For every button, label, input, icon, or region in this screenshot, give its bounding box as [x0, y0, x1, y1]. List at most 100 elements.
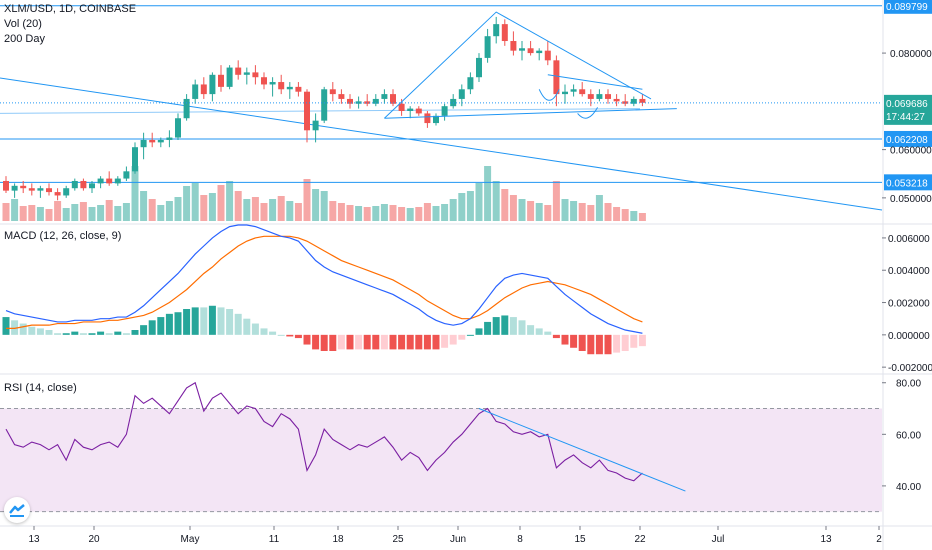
- rsi-line: [5, 381, 643, 482]
- macd-histogram-bar: [165, 313, 173, 335]
- macd-histogram-bar: [148, 320, 156, 335]
- volume-bar: [243, 199, 251, 221]
- volume-bar: [88, 207, 96, 221]
- candle-body: [355, 101, 362, 104]
- macd-histogram-bar: [570, 334, 578, 348]
- wedge-drawing: [384, 11, 652, 119]
- volume-bar: [415, 207, 423, 221]
- candle-body: [286, 86, 293, 90]
- volume-bar: [501, 189, 509, 221]
- macd-histogram-bar: [11, 320, 19, 335]
- level-price-tag: [884, 174, 932, 191]
- rsi-title[interactable]: RSI (14, close): [4, 382, 77, 394]
- volume-bar: [441, 204, 449, 221]
- candle-body: [149, 139, 156, 143]
- time-tick-label: 2: [876, 534, 882, 545]
- macd-tick-label: 0.002000: [888, 299, 930, 310]
- macd-histogram-bar: [449, 334, 457, 345]
- candle-body: [622, 101, 629, 104]
- volume-bar: [621, 209, 629, 221]
- candle-body: [613, 98, 620, 102]
- macd-title[interactable]: MACD (12, 26, close, 9): [4, 230, 122, 242]
- macd-histogram-bar: [501, 315, 509, 335]
- macd-histogram-bar: [62, 333, 70, 335]
- level-price-tag: [884, 0, 932, 14]
- volume-bar: [165, 201, 173, 221]
- volume-bar: [398, 207, 406, 221]
- macd-histogram-bar: [492, 317, 500, 335]
- candle-body: [458, 89, 465, 99]
- macd-histogram-bar: [157, 317, 165, 335]
- candle-body: [140, 139, 147, 148]
- candle-body: [338, 94, 345, 99]
- macd-histogram-bar: [277, 334, 285, 336]
- time-tick-label: Jul: [712, 534, 725, 545]
- volume-bar: [527, 201, 535, 221]
- candle-body: [295, 86, 302, 92]
- macd-histogram-bar: [389, 334, 397, 350]
- time-tick-label: 18: [332, 534, 344, 545]
- volume-bar: [183, 186, 191, 221]
- volume-bar: [561, 199, 569, 221]
- macd-histogram-bar: [535, 328, 543, 335]
- candle-body: [544, 50, 551, 61]
- volume-bar: [251, 197, 259, 221]
- candle-body: [424, 113, 431, 124]
- macd-histogram-bar: [140, 325, 148, 335]
- candle-body: [3, 180, 9, 191]
- rsi-tick-label: 80.00: [896, 379, 921, 390]
- candle-body: [54, 192, 61, 196]
- macd-histogram-bar: [561, 334, 569, 345]
- macd-histogram-bar: [466, 334, 474, 336]
- macd-histogram-bar: [518, 320, 526, 335]
- candle-body: [209, 74, 216, 95]
- volume-bar: [544, 205, 552, 221]
- symbol-title[interactable]: XLM/USD, 1D, COINBASE: [4, 3, 137, 15]
- tradingview-logo-icon[interactable]: [4, 497, 30, 523]
- candle-body: [596, 94, 603, 99]
- candle-body: [192, 84, 199, 99]
- macd-histogram-bar: [372, 334, 380, 350]
- volume-bar: [174, 197, 182, 221]
- volume-bar: [595, 195, 603, 221]
- macd-histogram-bar: [97, 331, 105, 335]
- candle-body: [183, 98, 190, 119]
- candle-body: [493, 24, 500, 37]
- volume-bar: [432, 206, 440, 221]
- macd-histogram-bar: [200, 307, 208, 335]
- macd-histogram-bar: [613, 334, 621, 353]
- volume-legend[interactable]: Vol (20): [4, 18, 42, 30]
- macd-histogram-bar: [441, 334, 449, 348]
- candle-body: [123, 171, 130, 179]
- macd-legend: MACD (12, 26, close, 9): [4, 229, 121, 244]
- macd-histogram-bar: [552, 334, 560, 339]
- macd-histogram-bar: [621, 334, 629, 351]
- candle-body: [536, 50, 543, 54]
- candle-body: [37, 188, 44, 191]
- candle-body: [28, 188, 35, 191]
- macd-histogram-bar: [243, 318, 251, 335]
- cup-left-drawing: [538, 89, 560, 101]
- volume-bar: [458, 193, 466, 221]
- time-tick-label: May: [181, 534, 200, 545]
- volume-bar: [570, 201, 578, 221]
- time-tick-label: 25: [392, 534, 404, 545]
- ma-legend[interactable]: 200 Day: [4, 33, 45, 45]
- candle-body: [157, 139, 164, 143]
- cup-mid-drawing: [577, 107, 599, 119]
- macd-histogram-bar: [415, 334, 423, 350]
- volume-bar: [54, 201, 62, 221]
- volume-bar: [45, 209, 53, 221]
- level-price-label: 0.053218: [886, 178, 928, 189]
- level-price-label: 0.089799: [886, 2, 928, 13]
- macd-histogram-bar: [509, 317, 517, 335]
- macd-histogram-bar: [294, 334, 302, 339]
- candle-body: [235, 67, 242, 75]
- macd-histogram-bar: [260, 328, 268, 335]
- current-price-tag: [884, 94, 932, 125]
- volume-bar: [380, 204, 388, 221]
- macd-histogram-bar: [587, 334, 595, 355]
- candle-body: [46, 188, 52, 193]
- macd-histogram-bar: [174, 312, 182, 335]
